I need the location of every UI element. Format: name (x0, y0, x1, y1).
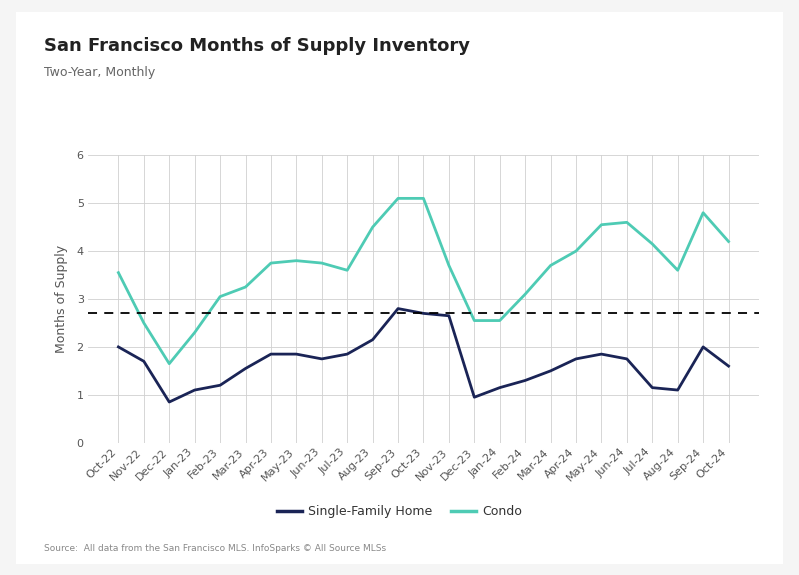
Single-Family Home (343, 351, 352, 358)
Legend: Single-Family Home, Condo: Single-Family Home, Condo (272, 500, 527, 523)
Single-Family Home (215, 382, 225, 389)
Single-Family Home (495, 384, 504, 391)
Single-Family Home (546, 367, 555, 374)
Line: Condo: Condo (118, 198, 729, 364)
Condo (647, 240, 657, 247)
Condo (113, 269, 123, 276)
Single-Family Home (597, 351, 606, 358)
Condo (266, 260, 276, 267)
Condo (292, 257, 301, 264)
Single-Family Home (165, 398, 174, 405)
Condo (190, 329, 200, 336)
Single-Family Home (317, 355, 327, 362)
Condo (571, 248, 581, 255)
Single-Family Home (113, 343, 123, 350)
Single-Family Home (698, 343, 708, 350)
Condo (393, 195, 403, 202)
Condo (139, 320, 149, 327)
Single-Family Home (393, 305, 403, 312)
Condo (317, 260, 327, 267)
Condo (546, 262, 555, 269)
Single-Family Home (292, 351, 301, 358)
Single-Family Home (190, 386, 200, 393)
Condo (368, 224, 377, 231)
Single-Family Home (240, 365, 250, 372)
Condo (495, 317, 504, 324)
Condo (419, 195, 428, 202)
Condo (597, 221, 606, 228)
Condo (470, 317, 479, 324)
Condo (724, 238, 733, 245)
Line: Single-Family Home: Single-Family Home (118, 309, 729, 402)
Condo (444, 262, 454, 269)
Text: Two-Year, Monthly: Two-Year, Monthly (44, 66, 155, 79)
Single-Family Home (571, 355, 581, 362)
Single-Family Home (266, 351, 276, 358)
Single-Family Home (139, 358, 149, 365)
Single-Family Home (520, 377, 530, 384)
Single-Family Home (368, 336, 377, 343)
Y-axis label: Months of Supply: Months of Supply (55, 245, 68, 353)
Condo (520, 291, 530, 298)
Single-Family Home (647, 384, 657, 391)
Single-Family Home (419, 310, 428, 317)
Single-Family Home (724, 363, 733, 370)
Single-Family Home (622, 355, 632, 362)
Text: Source:  All data from the San Francisco MLS. InfoSparks © All Source MLSs: Source: All data from the San Francisco … (44, 544, 386, 553)
Single-Family Home (444, 312, 454, 319)
Text: San Francisco Months of Supply Inventory: San Francisco Months of Supply Inventory (44, 37, 470, 55)
Condo (698, 209, 708, 216)
Condo (165, 360, 174, 367)
Single-Family Home (470, 394, 479, 401)
Single-Family Home (673, 386, 682, 393)
Condo (673, 267, 682, 274)
Condo (215, 293, 225, 300)
Condo (343, 267, 352, 274)
Condo (622, 219, 632, 226)
Condo (240, 283, 250, 290)
